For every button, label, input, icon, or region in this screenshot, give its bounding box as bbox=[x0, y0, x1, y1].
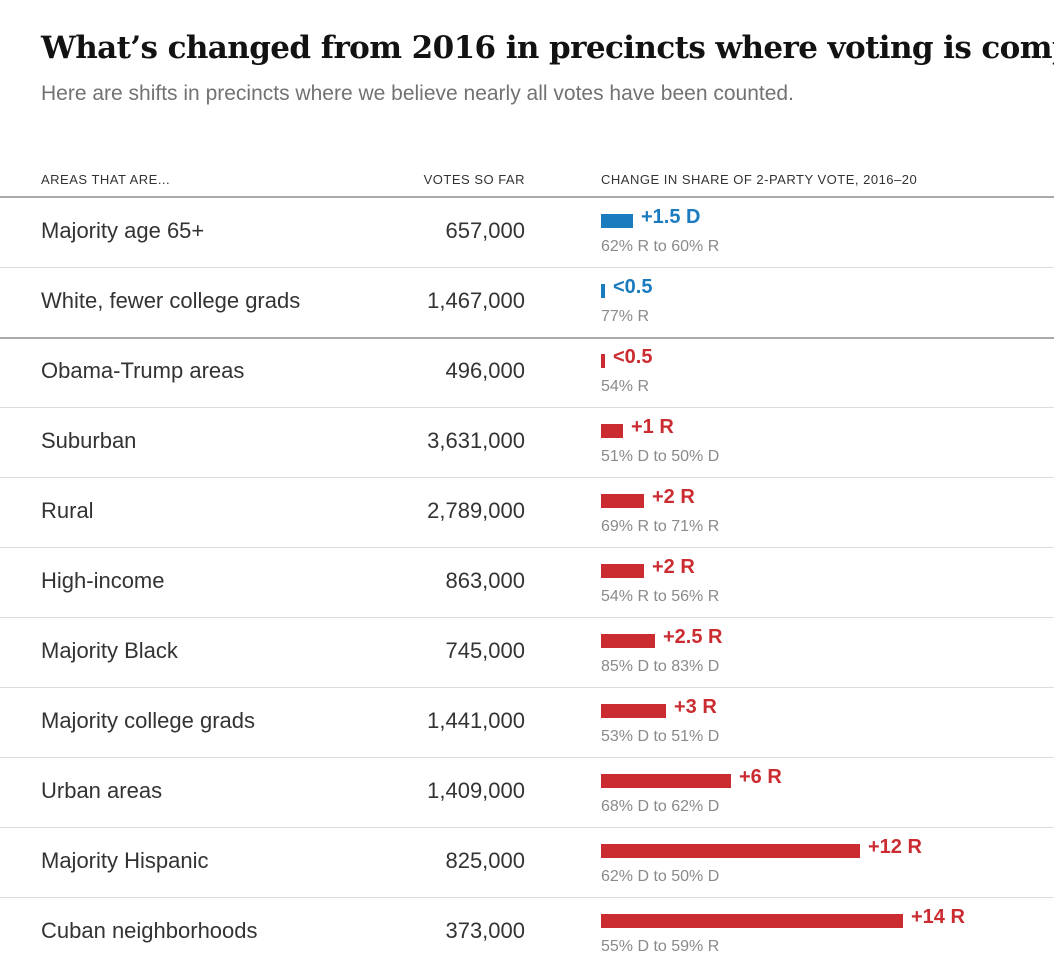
table-row: Majority Black 745,000 +2.5 R 85% D to 83% … bbox=[0, 618, 1054, 688]
row-divider bbox=[0, 827, 1054, 828]
share-detail: 53% D to 51% D bbox=[601, 728, 720, 745]
row-area-label: Majority age 65+ bbox=[41, 218, 205, 243]
share-detail: 51% D to 50% D bbox=[601, 448, 720, 465]
share-detail: 55% D to 59% R bbox=[601, 938, 720, 955]
shift-bar bbox=[601, 704, 666, 718]
share-detail: 68% D to 62% D bbox=[601, 798, 720, 815]
row-divider bbox=[0, 687, 1054, 688]
page-subtitle: Here are shifts in precincts where we be… bbox=[41, 82, 794, 105]
shift-bar bbox=[601, 354, 605, 368]
shift-label: +1.5 D bbox=[641, 206, 701, 228]
share-detail: 85% D to 83% D bbox=[601, 658, 720, 675]
shift-label: +1 R bbox=[631, 416, 674, 438]
shift-label: +2.5 R bbox=[663, 626, 723, 648]
table-row: Cuban neighborhoods 373,000 +14 R 55% D to … bbox=[0, 898, 1054, 968]
column-header-change: CHANGE IN SHARE OF 2-PARTY VOTE, 2016–20 bbox=[601, 172, 918, 187]
shift-label: <0.5 bbox=[613, 276, 653, 298]
row-area-label: Rural bbox=[41, 498, 94, 523]
shift-label: +6 R bbox=[739, 766, 782, 788]
row-votes-value: 373,000 bbox=[445, 918, 525, 943]
row-divider bbox=[0, 547, 1054, 548]
shift-bar bbox=[601, 844, 860, 858]
table-row: Majority Hispanic 825,000 +12 R 62% D to 50… bbox=[0, 828, 1054, 898]
header-divider bbox=[0, 196, 1054, 198]
row-votes-value: 496,000 bbox=[445, 358, 525, 383]
row-divider bbox=[0, 897, 1054, 898]
share-detail: 69% R to 71% R bbox=[601, 518, 720, 535]
row-votes-value: 657,000 bbox=[445, 218, 525, 243]
table-row: Suburban 3,631,000 +1 R 51% D to 50% D bbox=[0, 408, 1054, 478]
row-divider bbox=[0, 477, 1054, 478]
table-row: Majority college grads 1,441,000 +3 R 53% D… bbox=[0, 688, 1054, 758]
shift-label: <0.5 bbox=[613, 346, 653, 368]
share-detail: 62% R to 60% R bbox=[601, 238, 720, 255]
row-area-label: Majority Hispanic bbox=[41, 848, 209, 873]
row-divider bbox=[0, 337, 1054, 339]
shift-label: +2 R bbox=[652, 486, 695, 508]
row-area-label: High-income bbox=[41, 568, 165, 593]
shift-label: +14 R bbox=[911, 906, 965, 928]
row-area-label: Suburban bbox=[41, 428, 137, 453]
share-detail: 77% R bbox=[601, 308, 650, 325]
shift-bar bbox=[601, 774, 731, 788]
row-area-label: Obama-Trump areas bbox=[41, 358, 245, 383]
share-detail: 62% D to 50% D bbox=[601, 868, 720, 885]
row-votes-value: 1,441,000 bbox=[427, 708, 525, 733]
shift-label: +12 R bbox=[868, 836, 922, 858]
row-area-label: White, fewer college grads bbox=[41, 288, 301, 313]
row-votes-value: 2,789,000 bbox=[427, 498, 525, 523]
share-detail: 54% R bbox=[601, 378, 650, 395]
row-votes-value: 3,631,000 bbox=[427, 428, 525, 453]
shift-bar bbox=[601, 634, 655, 648]
shift-bar bbox=[601, 284, 605, 298]
shift-bar bbox=[601, 914, 903, 928]
row-divider bbox=[0, 267, 1054, 268]
column-header-votes: VOTES SO FAR bbox=[423, 172, 525, 187]
shift-bar bbox=[601, 494, 644, 508]
shift-bar bbox=[601, 564, 644, 578]
column-header-area: AREAS THAT ARE... bbox=[41, 172, 171, 187]
row-area-label: Urban areas bbox=[41, 778, 163, 803]
shift-bar bbox=[601, 424, 623, 438]
row-area-label: Cuban neighborhoods bbox=[41, 918, 258, 943]
row-votes-value: 1,467,000 bbox=[427, 288, 525, 313]
row-votes-value: 863,000 bbox=[445, 568, 525, 593]
table-row: Urban areas 1,409,000 +6 R 68% D to 62% D bbox=[0, 758, 1054, 828]
shift-label: +3 R bbox=[674, 696, 717, 718]
row-divider bbox=[0, 757, 1054, 758]
row-votes-value: 745,000 bbox=[445, 638, 525, 663]
table-row: Obama-Trump areas 496,000 <0.5 54% R bbox=[0, 338, 1054, 408]
row-divider bbox=[0, 407, 1054, 408]
table-row: White, fewer college grads 1,467,000 <0.5 7… bbox=[0, 268, 1054, 338]
table-row: High-income 863,000 +2 R 54% R to 56% R bbox=[0, 548, 1054, 618]
row-votes-value: 825,000 bbox=[445, 848, 525, 873]
row-votes-value: 1,409,000 bbox=[427, 778, 525, 803]
row-area-label: Majority college grads bbox=[41, 708, 255, 733]
shift-bar bbox=[601, 214, 633, 228]
table-row: Rural 2,789,000 +2 R 69% R to 71% R bbox=[0, 478, 1054, 548]
share-detail: 54% R to 56% R bbox=[601, 588, 720, 605]
row-divider bbox=[0, 617, 1054, 618]
page-title: What’s changed from 2016 in precincts wh… bbox=[41, 30, 1054, 66]
row-area-label: Majority Black bbox=[41, 638, 178, 663]
shift-label: +2 R bbox=[652, 556, 695, 578]
table-row: Majority age 65+ 657,000 +1.5 D 62% R to 60… bbox=[0, 198, 1054, 268]
